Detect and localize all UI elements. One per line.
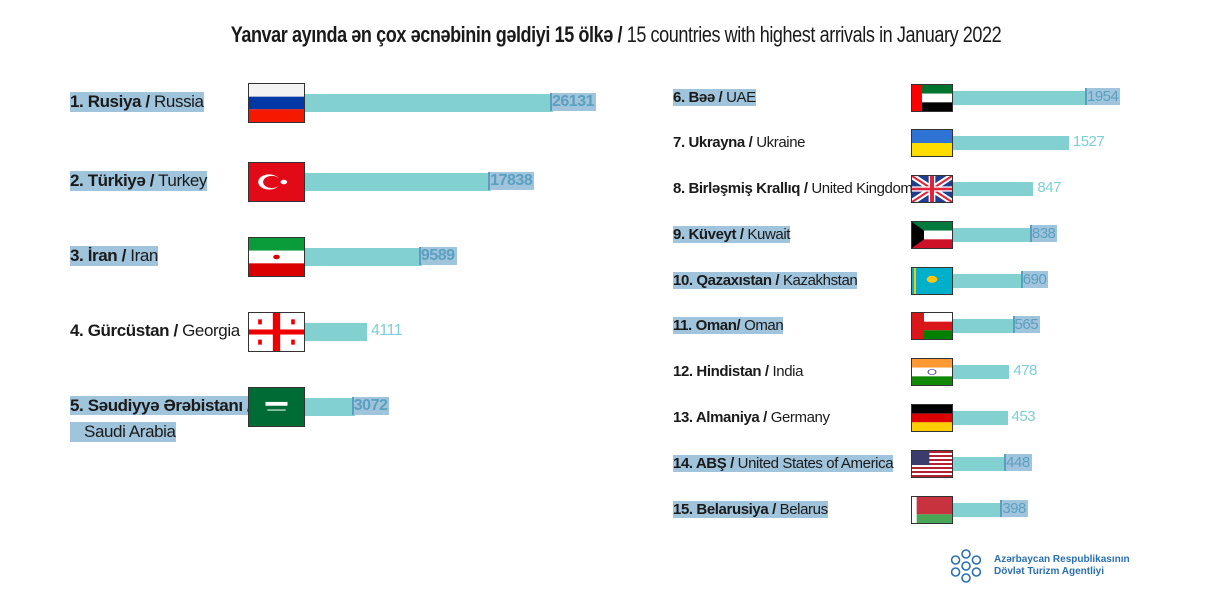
country-label: 1. Rusiya / Russia — [70, 92, 204, 112]
country-name-az: 5. Səudiyyə Ərəbistanı / — [70, 396, 252, 415]
country-name-en: Kuwait — [747, 226, 791, 243]
country-label: 10. Qazaxıstan / Kazakhstan — [673, 272, 858, 289]
bar — [305, 94, 553, 112]
bar — [953, 319, 1016, 333]
value-label: 1527 — [1072, 133, 1105, 150]
flag-ge-icon — [248, 312, 305, 352]
country-name-az: 13. Almaniya / — [673, 409, 767, 426]
country-name-az: 1. Rusiya / — [70, 92, 150, 111]
country-name-en: Iran — [130, 246, 158, 265]
value-label: 478 — [1013, 362, 1037, 379]
bar — [953, 91, 1088, 105]
country-name-en: United States of America — [737, 455, 894, 472]
country-name-az: 6. Bəə / — [673, 89, 723, 106]
country-name-en: Georgia — [182, 321, 240, 340]
chart-title: Yanvar ayında ən çox əcnəbinin gəldiyi 1… — [111, 22, 1121, 48]
flag-gb-icon — [911, 175, 953, 203]
value-label: 838 — [1029, 225, 1058, 242]
title-az: Yanvar ayında ən çox əcnəbinin gəldiyi 1… — [230, 22, 623, 47]
country-name-en: Germany — [770, 409, 830, 426]
country-name-az: 10. Qazaxıstan / — [673, 272, 780, 289]
country-label: 2. Türkiyə / Turkey — [70, 171, 207, 191]
bar — [953, 136, 1069, 150]
flag-ae-icon — [911, 84, 953, 112]
flag-kz-icon — [911, 267, 953, 295]
country-name-az: 14. ABŞ / — [673, 455, 734, 472]
bar — [953, 182, 1034, 196]
bar — [953, 411, 1008, 425]
country-name-en: India — [772, 363, 804, 380]
country-name-en: Turkey — [158, 171, 207, 190]
country-label: 8. Birləşmiş Krallıq / United Kingdom — [673, 180, 913, 197]
country-name-en: Saudi Arabia — [70, 422, 176, 442]
logo-line1: Azərbaycan Respublikasının — [994, 554, 1130, 565]
value-label: 1954 — [1085, 88, 1121, 105]
country-name-en: Belarus — [779, 501, 828, 518]
bar — [953, 228, 1033, 242]
value-label: 690 — [1020, 271, 1049, 288]
country-name-en: Oman — [744, 317, 784, 334]
country-label: 11. Oman/ Oman — [673, 317, 784, 334]
bar — [305, 248, 422, 266]
country-name-az: 3. İran / — [70, 246, 126, 265]
bar — [953, 457, 1008, 471]
country-name-az: 8. Birləşmiş Krallıq / — [673, 180, 808, 197]
flag-by-icon — [911, 496, 953, 524]
snowflake-logo-icon — [950, 549, 982, 583]
country-name-en: Ukraine — [756, 134, 806, 151]
country-label: 4. Gürcüstan / Georgia — [70, 321, 240, 341]
flag-ru-icon — [248, 83, 305, 123]
title-en: 15 countries with highest arrivals in Ja… — [626, 22, 1002, 47]
country-name-az: 4. Gürcüstan / — [70, 321, 178, 340]
logo-line2: Dövlət Turizm Agentliyi — [994, 566, 1105, 577]
country-name-en: UAE — [726, 89, 756, 106]
country-label: 14. ABŞ / United States of America — [673, 455, 894, 472]
flag-in-icon — [911, 358, 953, 386]
country-name-az: 7. Ukrayna / — [673, 134, 753, 151]
country-name-en: Kazakhstan — [782, 272, 858, 289]
country-label: 15. Belarusiya / Belarus — [673, 501, 828, 518]
flag-us-icon — [911, 450, 953, 478]
value-label: 4111 — [370, 322, 403, 339]
bar — [953, 274, 1024, 288]
value-label: 17838 — [488, 172, 535, 190]
value-label: 847 — [1037, 179, 1061, 196]
value-label: 26131 — [550, 93, 596, 111]
bar — [305, 173, 492, 191]
country-name-az: 2. Türkiyə / — [70, 171, 155, 190]
value-label: 398 — [1000, 500, 1028, 517]
bar — [953, 503, 1004, 517]
bar — [953, 365, 1010, 379]
value-label: 565 — [1012, 316, 1041, 333]
country-name-en: Russia — [154, 92, 204, 111]
country-name-en: United Kingdom — [811, 180, 913, 197]
country-name-az: 12. Hindistan / — [673, 363, 769, 380]
flag-sa-icon — [248, 387, 305, 427]
country-name-az: 15. Belarusiya / — [673, 501, 776, 518]
country-name-az: 11. Oman/ — [673, 317, 741, 334]
country-label: 9. Küveyt / Kuwait — [673, 226, 790, 243]
value-label: 448 — [1004, 454, 1032, 471]
flag-kw-icon — [911, 221, 953, 249]
bar — [305, 398, 355, 416]
country-label: 13. Almaniya / Germany — [673, 409, 830, 426]
country-name-az: 9. Küveyt / — [673, 226, 744, 243]
flag-de-icon — [911, 404, 953, 432]
country-label: 5. Səudiyyə Ərəbistanı / Saudi Arabia — [70, 396, 252, 442]
country-label: 12. Hindistan / India — [673, 363, 803, 380]
flag-om-icon — [911, 312, 953, 340]
value-label: 453 — [1011, 408, 1036, 425]
bar — [305, 323, 367, 341]
agency-logo: Azərbaycan Respublikasının Dövlət Turizm … — [946, 546, 1130, 586]
flag-ua-icon — [911, 129, 953, 157]
country-label: 7. Ukrayna / Ukraine — [673, 134, 805, 151]
country-label: 6. Bəə / UAE — [673, 89, 756, 106]
value-label: 9589 — [418, 247, 457, 265]
country-label: 3. İran / Iran — [70, 246, 158, 266]
value-label: 3072 — [351, 397, 390, 415]
flag-ir-icon — [248, 237, 305, 277]
flag-tr-icon — [248, 162, 305, 202]
